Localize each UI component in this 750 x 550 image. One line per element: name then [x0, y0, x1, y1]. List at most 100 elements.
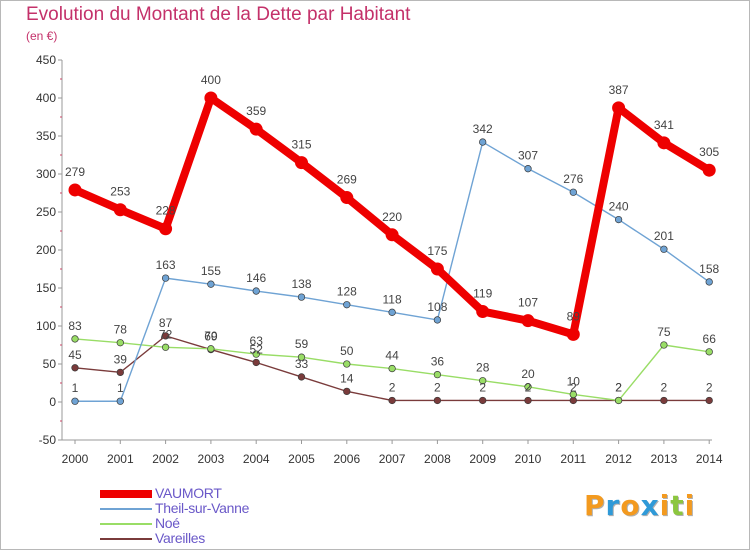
data-label: 163 — [156, 258, 176, 272]
x-tick-label: 2004 — [243, 452, 270, 466]
x-tick-label: 2010 — [515, 452, 542, 466]
data-label: 276 — [563, 172, 583, 186]
data-point — [116, 339, 124, 347]
data-label: 66 — [703, 332, 717, 346]
logo-letter: o — [620, 489, 641, 522]
y-tick-label: 350 — [36, 129, 56, 143]
data-label: 69 — [204, 330, 218, 344]
data-label: 128 — [337, 285, 357, 299]
data-label: 83 — [68, 319, 82, 333]
x-tick-label: 2005 — [288, 452, 315, 466]
data-label: 342 — [473, 122, 493, 136]
data-label: 138 — [291, 277, 311, 291]
data-point — [68, 183, 82, 197]
x-tick-label: 2002 — [152, 452, 179, 466]
data-label: 2 — [570, 380, 577, 394]
data-point — [566, 327, 580, 341]
data-label: 108 — [427, 300, 447, 314]
data-label: 155 — [201, 264, 221, 278]
y-tick-label: 400 — [36, 91, 56, 105]
data-point — [252, 287, 260, 295]
data-label: 269 — [337, 173, 357, 187]
x-tick-label: 2008 — [424, 452, 451, 466]
data-point — [161, 343, 170, 351]
data-point — [660, 341, 668, 349]
y-tick-label: 50 — [43, 357, 57, 371]
data-point — [343, 301, 351, 309]
legend-label: Vareilles — [155, 530, 205, 546]
data-point — [524, 165, 532, 173]
data-label: 2 — [479, 380, 486, 394]
data-point — [705, 278, 713, 286]
data-point — [340, 191, 354, 205]
data-point — [569, 396, 577, 405]
data-label: 107 — [518, 296, 538, 310]
data-label: 387 — [609, 83, 629, 97]
data-label: 45 — [68, 348, 82, 362]
data-label: 2 — [615, 380, 622, 394]
data-point — [116, 368, 124, 377]
data-point — [249, 122, 263, 136]
data-point — [657, 136, 671, 150]
x-tick-label: 2012 — [605, 452, 632, 466]
y-tick-label: 300 — [36, 167, 56, 181]
data-label: 118 — [383, 292, 402, 306]
data-point — [388, 308, 396, 316]
chart-subtitle: (en €) — [26, 29, 58, 43]
x-tick-label: 2011 — [560, 452, 586, 466]
data-label: 87 — [159, 316, 173, 330]
data-label: 2 — [615, 380, 622, 394]
x-tick-label: 2007 — [379, 452, 406, 466]
data-point — [116, 397, 124, 405]
data-point — [614, 396, 623, 405]
data-label: 146 — [246, 271, 266, 285]
data-label: 14 — [340, 371, 354, 385]
y-tick-label: -50 — [39, 433, 57, 447]
legend-swatch — [100, 538, 152, 540]
y-tick-label: 100 — [36, 319, 56, 333]
legend-label: VAUMORT — [155, 485, 222, 501]
data-point — [388, 364, 396, 373]
data-label: 52 — [250, 342, 264, 356]
data-point — [569, 390, 577, 399]
data-label: 2 — [525, 380, 532, 394]
data-label: 305 — [699, 145, 719, 159]
data-label: 89 — [567, 309, 581, 323]
data-label: 253 — [110, 185, 130, 199]
data-point — [159, 222, 173, 236]
data-point — [343, 360, 351, 368]
data-label: 307 — [518, 149, 538, 163]
x-tick-label: 2006 — [333, 452, 360, 466]
data-point — [476, 305, 490, 319]
data-point — [295, 156, 308, 170]
data-point — [343, 387, 351, 396]
data-label: 1 — [72, 381, 79, 395]
data-point — [479, 377, 487, 385]
legend-swatch — [100, 508, 152, 510]
chart-title: Evolution du Montant de la Dette par Hab… — [26, 4, 411, 25]
data-label: 10 — [567, 374, 581, 388]
y-tick-label: 450 — [36, 53, 56, 67]
proxiti-logo: Proxiti — [584, 489, 695, 522]
data-label: 240 — [609, 200, 629, 214]
x-tick-label: 2003 — [198, 452, 225, 466]
data-point — [207, 280, 215, 288]
logo-letter: i — [684, 489, 696, 522]
logo-letter: t — [670, 489, 685, 522]
data-label: 201 — [654, 229, 674, 243]
data-point — [297, 373, 306, 381]
x-tick-label: 2000 — [62, 452, 89, 466]
data-label: 50 — [340, 344, 354, 358]
data-label: 228 — [156, 204, 176, 218]
logo-letter: x — [640, 489, 660, 522]
data-point — [524, 383, 532, 391]
data-point — [71, 364, 79, 372]
data-label: 315 — [291, 138, 311, 152]
data-label: 400 — [201, 73, 221, 87]
data-label: 75 — [657, 325, 671, 339]
data-label: 59 — [295, 337, 309, 351]
data-label: 175 — [427, 244, 447, 258]
data-point — [204, 91, 218, 105]
